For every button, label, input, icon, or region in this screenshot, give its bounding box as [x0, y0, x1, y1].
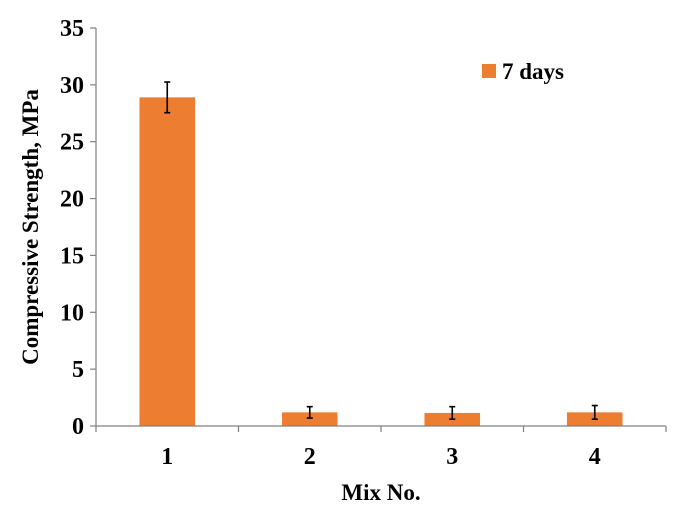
error-bar [164, 81, 171, 114]
y-tick-label: 15 [60, 243, 84, 269]
y-tick-label: 20 [60, 187, 84, 213]
y-tick-label: 25 [60, 130, 84, 156]
legend: 7 days [482, 59, 564, 84]
x-tick-label: 1 [161, 444, 173, 470]
legend-swatch [482, 64, 496, 78]
ticks-layer: 0 5 10 15 20 25 30 35 1 2 3 4 [60, 16, 667, 470]
y-tick-label: 35 [60, 16, 84, 42]
x-axis-title: Mix No. [341, 480, 420, 505]
bars-layer [139, 81, 623, 426]
x-tick-label: 3 [446, 444, 458, 470]
y-tick-label: 5 [72, 357, 84, 383]
bar [139, 97, 196, 426]
bar [281, 412, 338, 426]
error-bar [591, 404, 598, 420]
y-tick-label: 0 [72, 414, 84, 440]
legend-label: 7 days [502, 59, 564, 84]
y-axis-title: Compressive Strength, MPa [18, 89, 43, 365]
error-bar [449, 405, 456, 420]
y-tick-label: 30 [60, 73, 84, 99]
y-tick-label: 10 [60, 300, 84, 326]
x-tick-label: 4 [589, 444, 601, 470]
error-bar [306, 405, 313, 419]
x-tick-label: 2 [304, 444, 316, 470]
